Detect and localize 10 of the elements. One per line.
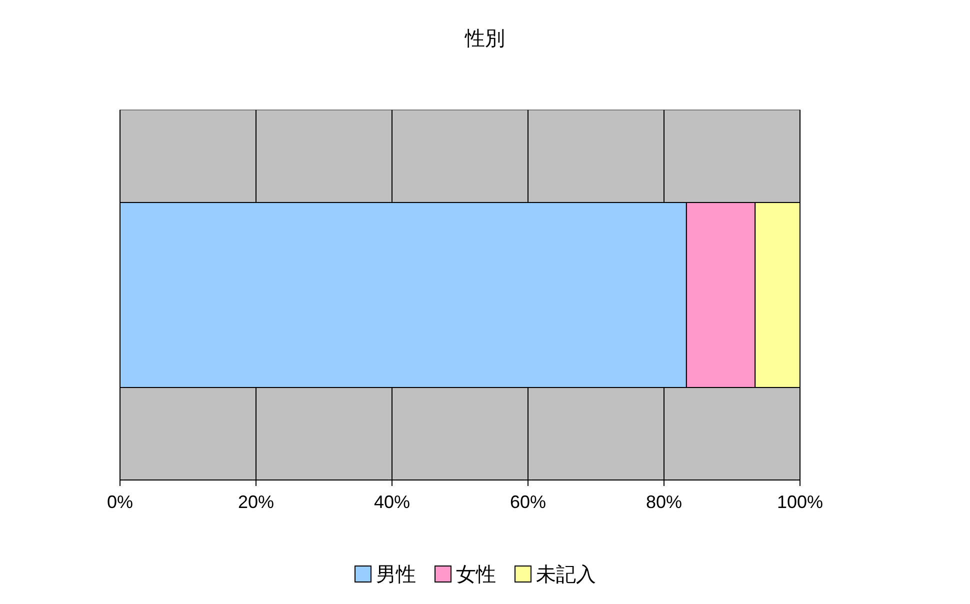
x-tick-label: 20% <box>238 492 274 512</box>
x-tick-label: 80% <box>646 492 682 512</box>
x-tick-label: 40% <box>374 492 410 512</box>
x-tick-label: 0% <box>106 492 134 512</box>
legend-label: 女性 <box>456 564 496 586</box>
legend-label: 未記入 <box>536 564 596 586</box>
x-tick-label: 100% <box>776 492 824 512</box>
chart-title: 性別 <box>464 28 505 50</box>
x-tick-label: 60% <box>510 492 546 512</box>
legend-label: 男性 <box>376 564 416 586</box>
